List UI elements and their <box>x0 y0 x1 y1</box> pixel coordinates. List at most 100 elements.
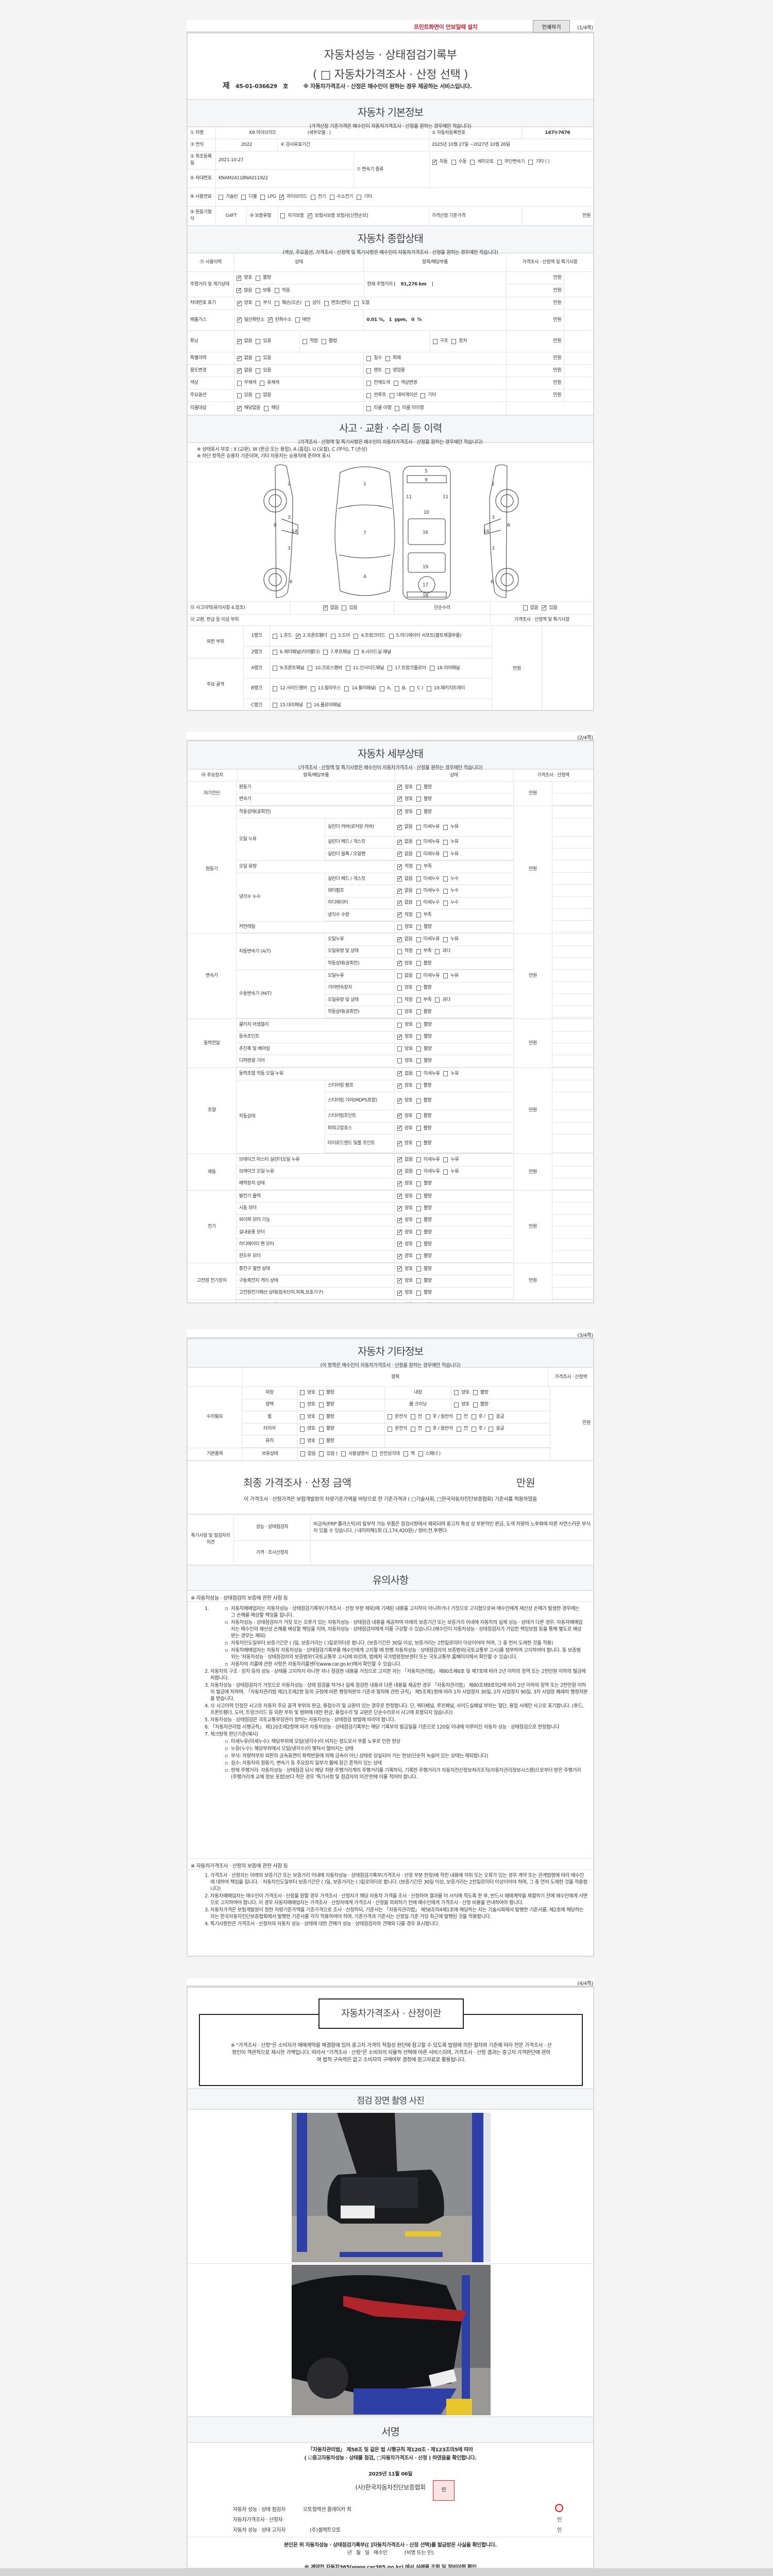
checkbox-item[interactable]: 안전삼각대 <box>372 1451 400 1458</box>
checkbox-item[interactable]: 양호 <box>397 808 413 816</box>
unchecked-checkbox[interactable] <box>310 686 315 691</box>
checkbox-item[interactable]: 운전석 <box>388 1414 407 1420</box>
unchecked-checkbox[interactable] <box>305 300 310 306</box>
unchecked-checkbox[interactable] <box>366 380 372 386</box>
checkbox-item[interactable]: 미세누유 <box>416 851 440 858</box>
checkbox-item[interactable]: 양호 <box>397 1205 413 1212</box>
checkbox-item[interactable]: 양호 <box>397 1241 413 1248</box>
checkbox-item[interactable]: 18.리어패널 <box>429 665 460 672</box>
checkbox-item[interactable]: 양호 <box>237 275 252 281</box>
checkbox-item[interactable]: 없음 <box>397 1156 413 1163</box>
checkbox-item[interactable]: 불량 <box>473 1389 489 1396</box>
checkbox-item[interactable]: 양호 <box>454 1389 469 1396</box>
unchecked-checkbox[interactable] <box>416 985 421 991</box>
checkbox-item[interactable]: 불량 <box>416 1082 432 1089</box>
unchecked-checkbox[interactable] <box>354 300 359 306</box>
unchecked-checkbox[interactable] <box>397 1058 402 1064</box>
checkbox-item[interactable]: 과다 <box>435 948 450 955</box>
unchecked-checkbox[interactable] <box>385 355 391 361</box>
checkbox-item[interactable]: 전체도색 <box>366 380 390 386</box>
checkbox-item[interactable]: 보통 <box>255 287 271 294</box>
unchecked-checkbox[interactable] <box>403 1451 408 1456</box>
checkbox-item[interactable]: 불량 <box>416 1180 432 1187</box>
unchecked-checkbox[interactable] <box>397 924 402 930</box>
unchecked-checkbox[interactable] <box>443 900 448 906</box>
checkbox-item[interactable]: 누유 <box>443 1071 459 1077</box>
unchecked-checkbox[interactable] <box>388 1414 392 1420</box>
checkbox-item[interactable]: 있음 <box>342 605 358 612</box>
checkbox-item[interactable]: 2.프론트휀더 <box>295 633 327 639</box>
unchecked-checkbox[interactable] <box>395 686 400 691</box>
unchecked-checkbox[interactable] <box>366 355 372 361</box>
checkbox-item[interactable]: 기타 ( ) <box>528 159 550 165</box>
checkbox-item[interactable]: 누수 <box>443 888 459 894</box>
unchecked-checkbox[interactable] <box>489 1426 494 1432</box>
checked-checkbox[interactable] <box>237 287 242 294</box>
unchecked-checkbox[interactable] <box>218 194 223 200</box>
unchecked-checkbox[interactable] <box>416 1113 421 1119</box>
checked-checkbox[interactable] <box>397 875 402 882</box>
checkbox-item[interactable]: 양호 <box>397 1217 413 1224</box>
unchecked-checkbox[interactable] <box>425 1414 430 1420</box>
checkbox-item[interactable]: 양호 <box>300 1401 315 1408</box>
unchecked-checkbox[interactable] <box>310 194 315 200</box>
unchecked-checkbox[interactable] <box>416 1098 421 1104</box>
checkbox-item[interactable]: 후 / <box>471 1414 485 1420</box>
checkbox-item[interactable]: LPG <box>260 194 276 200</box>
checkbox-item[interactable]: 적법 <box>302 338 318 345</box>
checkbox-item[interactable]: 양호 <box>397 1125 413 1132</box>
checked-checkbox[interactable] <box>397 1082 402 1089</box>
checkbox-item[interactable]: B, <box>395 685 407 692</box>
unchecked-checkbox[interactable] <box>300 1390 305 1396</box>
checked-checkbox[interactable] <box>397 1180 402 1187</box>
unchecked-checkbox[interactable] <box>523 605 528 611</box>
unchecked-checkbox[interactable] <box>416 1141 421 1146</box>
checkbox-item[interactable]: 불량 <box>416 1193 432 1200</box>
unchecked-checkbox[interactable] <box>443 1157 448 1163</box>
checkbox-item[interactable]: 적정 <box>397 863 413 870</box>
checkbox-item[interactable]: 일산화탄소 <box>237 316 264 324</box>
unchecked-checkbox[interactable] <box>306 703 311 708</box>
unchecked-checkbox[interactable] <box>318 1390 324 1396</box>
checked-checkbox[interactable] <box>237 367 242 374</box>
checked-checkbox[interactable] <box>237 316 242 323</box>
checkbox-item[interactable]: 양호 <box>397 1009 413 1015</box>
checkbox-item[interactable]: 1.후드 <box>273 633 292 639</box>
checkbox-item[interactable]: 4.트렁크리드 <box>354 633 385 639</box>
checkbox-item[interactable]: 없음 <box>397 824 413 831</box>
unchecked-checkbox[interactable] <box>385 368 391 374</box>
checkbox-item[interactable]: 양호 <box>397 1265 413 1273</box>
checkbox-item[interactable]: 불법 <box>321 338 337 345</box>
checkbox-item[interactable]: 탄화수소 <box>267 316 292 324</box>
checkbox-item[interactable]: 있음 <box>256 367 271 374</box>
checked-checkbox[interactable] <box>397 911 402 918</box>
checkbox-item[interactable]: 없음 <box>523 605 539 612</box>
checkbox-item[interactable]: 적음 <box>274 287 290 294</box>
checkbox-item[interactable]: 전 <box>410 1414 422 1420</box>
unchecked-checkbox[interactable] <box>456 1414 461 1420</box>
unchecked-checkbox[interactable] <box>410 1426 415 1432</box>
checked-checkbox[interactable] <box>432 159 437 165</box>
checkbox-item[interactable]: 5.라디에이터 서포트(볼트체결부품) <box>389 633 462 639</box>
unchecked-checkbox[interactable] <box>471 1426 476 1432</box>
checkbox-item[interactable]: 하이브리드 <box>279 194 307 200</box>
checked-checkbox[interactable] <box>237 300 242 307</box>
unchecked-checkbox[interactable] <box>471 1414 476 1420</box>
checkbox-item[interactable]: 전 <box>456 1414 468 1420</box>
unchecked-checkbox[interactable] <box>429 666 434 671</box>
unchecked-checkbox[interactable] <box>308 666 313 671</box>
unchecked-checkbox[interactable] <box>357 194 362 200</box>
checkbox-item[interactable]: 누유 <box>443 973 459 979</box>
unchecked-checkbox[interactable] <box>280 213 285 218</box>
checkbox-item[interactable]: 유채색 <box>260 380 279 386</box>
checkbox-item[interactable]: 많음 <box>237 287 252 294</box>
checkbox-item[interactable]: 과다 <box>435 997 450 1004</box>
checkbox-item[interactable]: 있음 <box>256 338 271 345</box>
checkbox-item[interactable]: 불량 <box>416 1046 432 1053</box>
unchecked-checkbox[interactable] <box>443 973 448 979</box>
checkbox-item[interactable]: 불량 <box>416 924 432 930</box>
checkbox-item[interactable]: 없음 <box>397 1302 413 1303</box>
unchecked-checkbox[interactable] <box>256 368 261 374</box>
checkbox-item[interactable]: 잭 <box>403 1451 415 1458</box>
unchecked-checkbox[interactable] <box>344 686 349 691</box>
